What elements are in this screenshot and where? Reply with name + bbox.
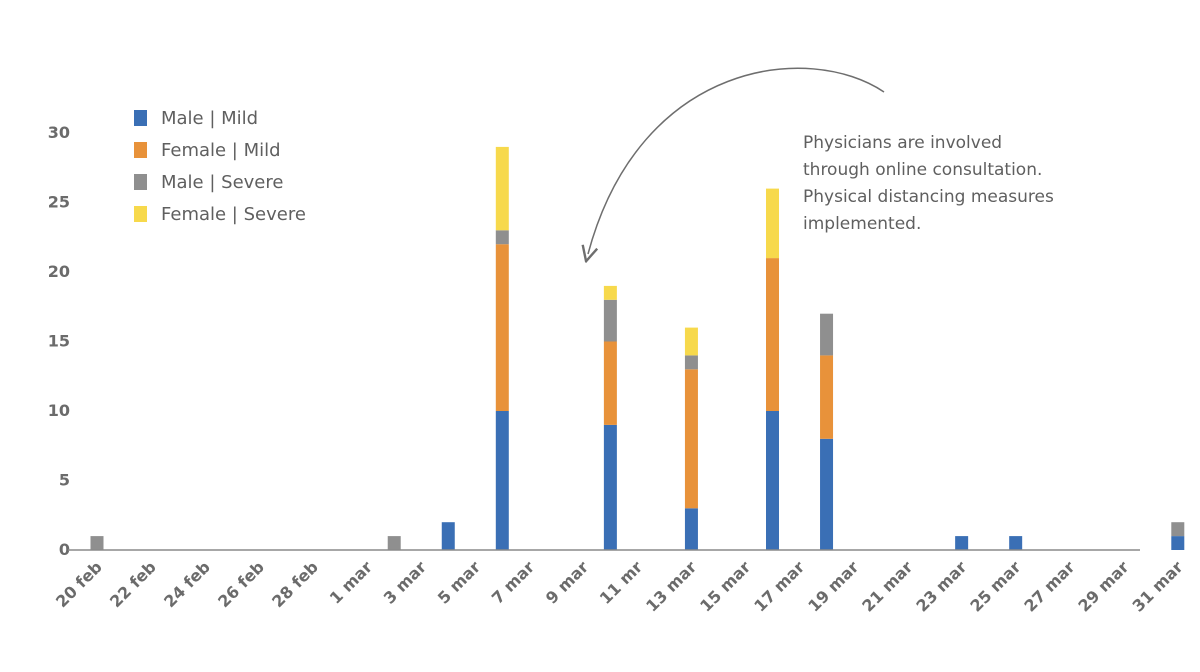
legend-swatch-1 [134,142,147,158]
bar-segment-6-1 [766,258,779,411]
y-tick-label-5: 25 [48,193,70,212]
y-tick-label-6: 30 [48,123,70,142]
x-tick-label-9: 9 mar [542,557,592,607]
x-axis-ticks: 20 feb 22 feb 24 feb 26 feb 28 feb 1 mar 3 mar… [52,557,1187,615]
bar-segment-5-1 [684,369,698,509]
y-tick-label-3: 15 [48,332,70,351]
x-tick-label-12: 15 mar [696,557,754,615]
annotation-line-1: through online consultation. [803,160,1042,180]
x-tick-label-7: 5 mar [434,557,484,607]
bar-segment-10-2 [1171,522,1185,537]
bar-segment-6-3 [766,188,779,259]
bar-segment-0-2 [90,536,104,550]
annotation-text: Physicians are involved through online co… [803,133,1054,234]
bar-segment-5-0 [684,508,698,550]
x-tick-label-11: 13 mar [642,557,700,615]
bar-segment-7-2 [820,313,834,356]
bar-segment-4-2 [603,299,617,342]
legend-label-3: Female | Severe [161,204,306,225]
annotation-line-2: Physical distancing measures [803,187,1054,207]
y-tick-label-4: 20 [48,262,70,281]
x-tick-label-18: 27 mar [1020,557,1078,615]
annotation-arrow [588,67,885,254]
x-tick-label-17: 25 mar [966,557,1024,615]
x-tick-label-5: 1 mar [326,557,376,607]
bar-segment-2-0 [441,522,455,550]
annotation: Physicians are involved through online co… [588,67,1054,254]
bar-segment-10-0 [1171,536,1185,550]
bar-segment-4-3 [603,285,617,300]
x-tick-label-10: 11 mr [596,557,647,608]
bar-segment-6-0 [766,411,779,550]
y-tick-label-0: 0 [59,540,70,559]
bars-group [90,146,1185,550]
legend-label-1: Female | Mild [161,140,281,161]
x-tick-label-15: 21 mar [858,557,916,615]
bar-segment-4-0 [603,424,617,550]
y-tick-label-2: 10 [48,401,70,420]
x-tick-label-4: 28 feb [268,557,322,611]
bar-segment-7-1 [820,355,834,439]
x-tick-label-3: 26 feb [214,557,268,611]
bar-segment-5-2 [684,355,698,370]
legend-label-2: Male | Severe [161,172,283,193]
legend: Male | Mild Female | Mild Male | Severe Fem… [134,108,306,225]
bar-segment-3-2 [495,230,509,245]
x-tick-label-13: 17 mar [750,557,808,615]
x-tick-label-20: 31 mar [1129,557,1187,615]
bar-segment-3-1 [495,244,509,411]
x-tick-label-0: 20 feb [52,557,106,611]
bar-segment-3-3 [495,146,509,231]
x-tick-label-6: 3 mar [380,557,430,607]
y-axis-ticks: 0 5 10 15 20 25 30 [48,123,70,559]
x-tick-label-2: 24 feb [160,557,214,611]
bar-segment-8-0 [955,536,969,550]
x-tick-label-19: 29 mar [1074,557,1132,615]
x-tick-label-1: 22 feb [106,557,160,611]
bar-segment-1-2 [387,536,401,550]
annotation-line-3: implemented. [803,214,921,234]
x-tick-label-8: 7 mar [488,557,538,607]
legend-swatch-0 [134,110,147,126]
bar-segment-3-0 [495,411,509,550]
x-tick-label-14: 19 mar [804,557,862,615]
legend-swatch-2 [134,174,147,190]
y-tick-label-1: 5 [59,471,70,490]
legend-swatch-3 [134,206,147,222]
annotation-line-0: Physicians are involved [803,133,1002,153]
bar-segment-4-1 [603,341,617,425]
bar-segment-7-0 [820,438,834,550]
legend-label-0: Male | Mild [161,108,258,129]
bar-segment-9-0 [1009,536,1023,550]
bar-segment-5-3 [684,327,698,356]
x-tick-label-16: 23 mar [912,557,970,615]
